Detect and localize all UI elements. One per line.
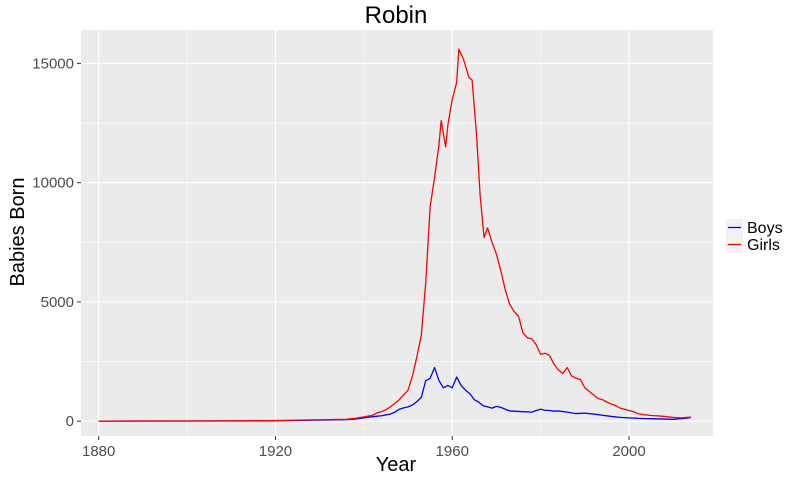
series-line-girls bbox=[98, 48, 691, 422]
x-tick-label: 1880 bbox=[82, 443, 115, 460]
series-lines bbox=[98, 48, 691, 422]
x-tick-label: 2000 bbox=[612, 443, 645, 460]
x-tick-label: 1960 bbox=[436, 443, 469, 460]
chart-title: Robin bbox=[365, 2, 428, 29]
legend-label-girls: Girls bbox=[747, 237, 780, 254]
series-line-boys bbox=[98, 366, 691, 422]
y-tick-label: 15000 bbox=[32, 55, 74, 72]
x-axis-title: Year bbox=[376, 454, 417, 476]
tick-labels: 1880 1920 1960 2000 0 5000 10000 15000 bbox=[32, 55, 645, 460]
minor-gridlines bbox=[81, 30, 713, 436]
x-tick-label: 1920 bbox=[259, 443, 292, 460]
y-tick-label: 0 bbox=[66, 413, 74, 430]
legend-label-boys: Boys bbox=[747, 220, 783, 237]
axis-ticks bbox=[77, 62, 630, 440]
y-tick-label: 10000 bbox=[32, 175, 74, 192]
y-axis-title: Babies Born bbox=[7, 178, 29, 287]
plot-panel bbox=[81, 30, 713, 436]
y-tick-label: 5000 bbox=[41, 294, 74, 311]
